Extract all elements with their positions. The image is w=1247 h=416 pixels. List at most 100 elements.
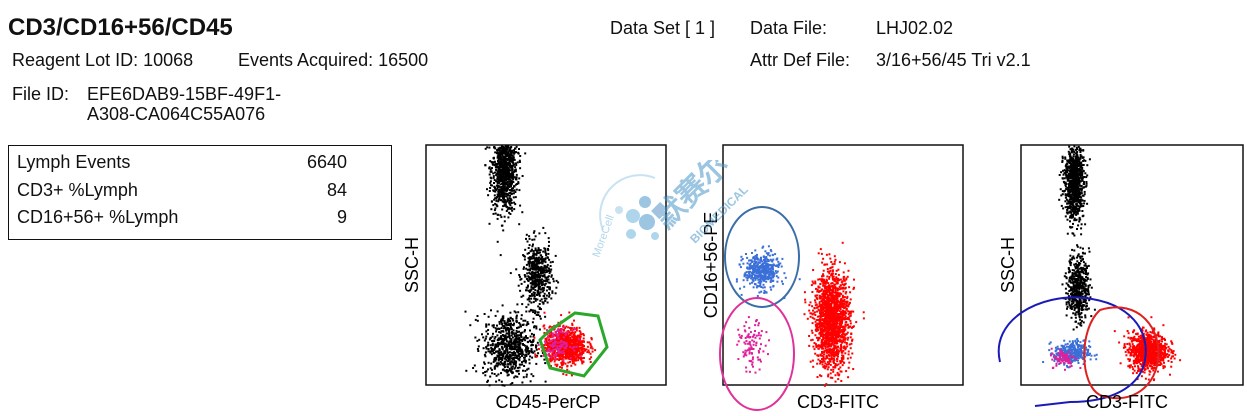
event-dot — [759, 283, 762, 286]
event-dot — [829, 376, 832, 379]
event-dot — [508, 194, 511, 197]
event-dot — [756, 253, 758, 256]
event-dot — [500, 156, 503, 159]
event-dot — [829, 317, 832, 320]
event-dot — [516, 370, 519, 373]
event-dot — [494, 357, 497, 360]
event-dot — [529, 308, 532, 311]
event-dot — [766, 260, 769, 263]
event-dot — [508, 175, 511, 178]
event-dot — [498, 188, 501, 191]
event-dot — [768, 339, 770, 342]
event-dot — [757, 258, 759, 261]
event-dot — [735, 278, 738, 281]
event-dot — [489, 187, 492, 189]
event-dot — [518, 343, 521, 346]
event-dot — [822, 292, 825, 295]
event-dot — [528, 362, 531, 365]
event-dot — [543, 340, 546, 343]
event-dot — [519, 204, 522, 207]
event-dot — [506, 208, 509, 211]
event-dot — [749, 277, 752, 280]
event-dot — [503, 176, 506, 179]
event-dot — [553, 358, 556, 361]
event-dot — [541, 262, 544, 264]
event-dot — [544, 269, 547, 272]
event-dot — [539, 299, 542, 302]
event-dot — [840, 311, 842, 314]
event-dot — [528, 358, 531, 361]
event-dot — [502, 327, 505, 330]
event-dot — [508, 207, 511, 210]
event-dot — [487, 315, 490, 318]
event-dot — [510, 180, 513, 183]
event-dot — [833, 355, 836, 358]
event-dot — [530, 273, 533, 276]
event-dot — [510, 343, 513, 346]
event-dot — [571, 352, 574, 355]
event-dot — [829, 363, 832, 366]
event-dot — [497, 363, 500, 366]
event-dot — [759, 266, 762, 269]
event-dot — [820, 328, 823, 330]
event-dot — [544, 276, 547, 279]
event-dot — [773, 272, 776, 275]
event-dot — [560, 340, 563, 343]
event-dot — [491, 167, 493, 170]
event-dot — [530, 373, 533, 376]
event-dot — [547, 336, 550, 338]
event-dot — [831, 332, 834, 335]
event-dot — [545, 341, 548, 344]
event-dot — [827, 301, 830, 304]
event-dot — [561, 353, 564, 356]
event-dot — [765, 331, 768, 334]
event-dot — [558, 324, 561, 327]
event-dot — [842, 335, 845, 338]
event-dot — [522, 254, 525, 257]
event-dot — [748, 264, 751, 267]
event-dot — [811, 280, 814, 283]
event-dot — [524, 336, 527, 339]
event-dot — [748, 276, 751, 279]
event-dot — [552, 348, 555, 351]
event-dot — [487, 194, 490, 197]
event-dot — [502, 183, 505, 186]
event-dot — [758, 267, 761, 270]
event-dot — [537, 259, 540, 262]
event-dot — [830, 296, 833, 299]
event-dot — [582, 360, 585, 363]
event-dot — [844, 300, 847, 303]
event-dot — [822, 295, 825, 297]
event-dot — [513, 345, 516, 348]
event-dot — [560, 362, 563, 364]
event-dot — [577, 354, 580, 357]
event-dot — [569, 339, 572, 342]
event-dot — [514, 347, 516, 350]
event-dot — [767, 260, 770, 263]
event-dot — [524, 339, 527, 342]
event-dot — [528, 260, 531, 263]
event-dot — [540, 282, 543, 285]
event-dot — [493, 359, 496, 362]
event-dot — [828, 320, 831, 322]
event-dot — [477, 345, 480, 348]
event-dot — [492, 172, 495, 175]
event-dot — [534, 276, 537, 279]
event-dot — [815, 336, 818, 339]
event-dot — [509, 162, 512, 165]
event-dot — [525, 335, 527, 338]
event-dot — [752, 356, 754, 359]
event-dot — [508, 358, 511, 361]
event-dot — [830, 261, 833, 263]
event-dot — [542, 302, 545, 305]
event-dot — [502, 157, 505, 160]
event-dot — [509, 169, 512, 172]
event-dot — [523, 266, 525, 269]
event-dot — [755, 260, 758, 263]
event-dot — [560, 366, 563, 369]
event-dot — [516, 355, 519, 358]
event-dot — [571, 324, 574, 326]
event-dot — [830, 354, 833, 357]
event-dot — [485, 370, 488, 373]
event-dot — [526, 347, 529, 350]
